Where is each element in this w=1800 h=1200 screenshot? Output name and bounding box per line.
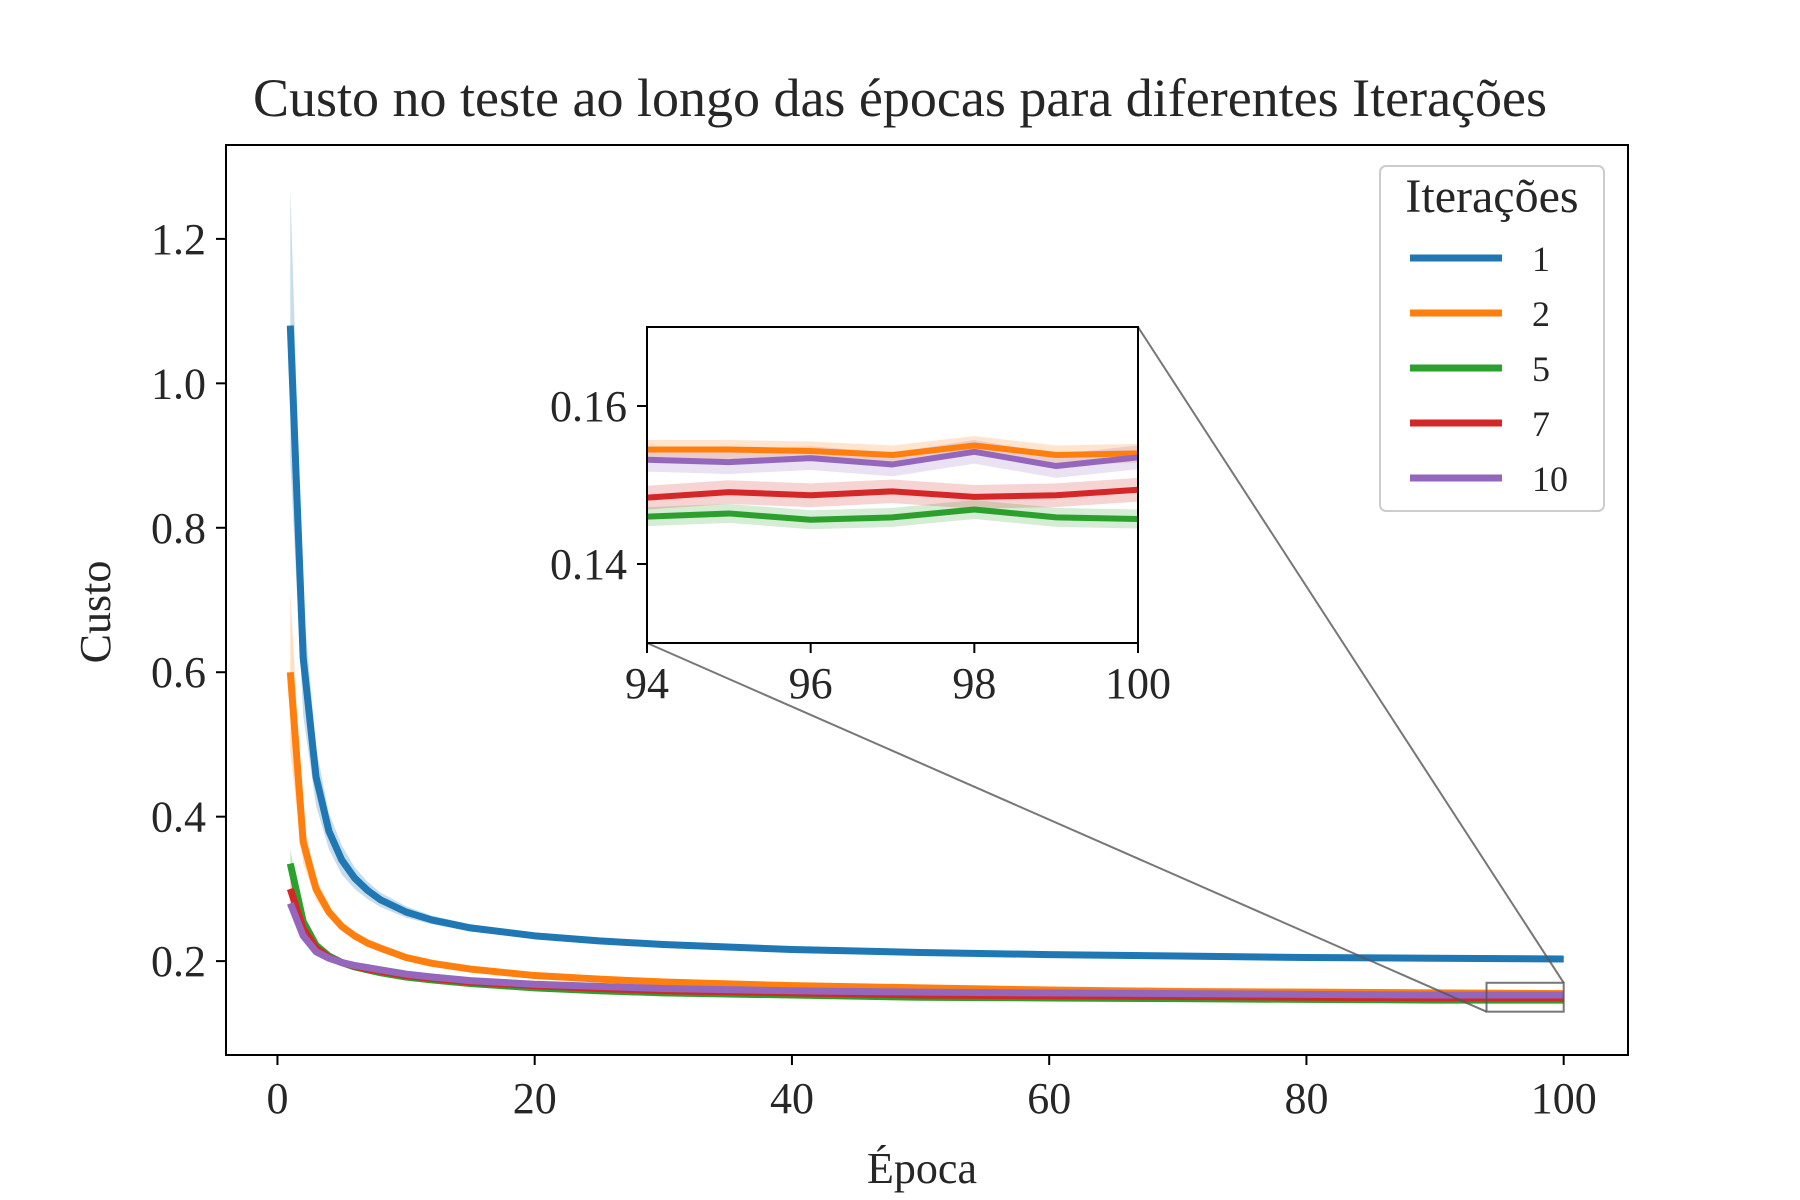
inset-background [647, 327, 1138, 643]
y-tick-label: 0.4 [151, 793, 206, 842]
inset-series-5-line [647, 506, 1138, 523]
inset-series-7-line [647, 486, 1138, 501]
inset-series-2-line [647, 442, 1138, 458]
x-axis-label: Época [867, 1144, 977, 1193]
main-frame [225, 144, 1629, 1056]
x-tick-label: 0 [266, 1074, 288, 1123]
y-tick-label: 0.8 [151, 504, 206, 553]
inset-y-tick-label: 0.14 [550, 540, 627, 589]
inset-x-tick-label: 98 [952, 659, 996, 708]
inset-series-10-line [647, 448, 1138, 470]
inset-frame [646, 326, 1139, 644]
series-2-band [290, 592, 1564, 996]
chart-title: Custo no teste ao longo das épocas para … [253, 68, 1547, 128]
main-plot-area [286, 188, 1564, 1004]
y-tick-label: 0.2 [151, 937, 206, 986]
series-10-line [287, 902, 1564, 999]
x-tick-label: 60 [1027, 1074, 1071, 1123]
zoom-connectors [646, 326, 1565, 1013]
legend-label: 10 [1532, 459, 1568, 499]
x-tick-label: 80 [1284, 1074, 1328, 1123]
zoom-region-box [1485, 981, 1565, 1013]
legend-label: 2 [1532, 294, 1550, 334]
legend-label: 1 [1532, 239, 1550, 279]
legend: Iterações 1 2 5 7 10 [1379, 165, 1605, 512]
zoom-connector-line [1137, 326, 1565, 984]
x-tick-label: 40 [770, 1074, 814, 1123]
inset-plot-area [647, 436, 1138, 530]
x-tick-label: 100 [1531, 1074, 1597, 1123]
inset-x-tick-label: 96 [789, 659, 833, 708]
inset-x-tick-label: 94 [625, 659, 669, 708]
main-axes: 0 20 40 60 80 100 0.2 0.4 0.6 0.8 1.0 1.2 [151, 144, 1629, 1123]
legend-label: 5 [1532, 349, 1550, 389]
inset-axes: 94 96 98 100 0.14 0.16 [550, 326, 1171, 708]
y-tick-label: 0.6 [151, 648, 206, 697]
inset-y-tick-label: 0.16 [550, 382, 627, 431]
y-tick-label: 1.0 [151, 359, 206, 408]
y-axis-label: Custo [71, 561, 120, 664]
series-1-line [286, 325, 1564, 963]
legend-title: Iterações [1405, 170, 1578, 223]
series-2-line [286, 671, 1564, 998]
x-tick-label: 20 [513, 1074, 557, 1123]
zoom-connector-line [646, 642, 1487, 1013]
y-tick-label: 1.2 [151, 215, 206, 264]
legend-label: 7 [1532, 404, 1550, 444]
inset-x-tick-label: 100 [1105, 659, 1171, 708]
